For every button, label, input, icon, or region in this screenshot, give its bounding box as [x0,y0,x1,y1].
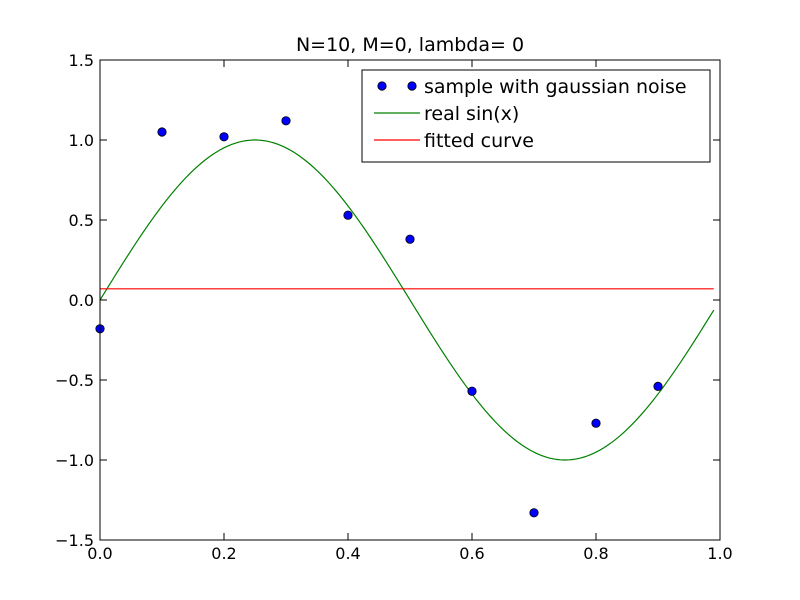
sample-point-8 [591,418,601,428]
legend-label-0: sample with gaussian noise [424,76,687,98]
sample-point-3 [281,116,291,126]
y-tick-label-3: 0.0 [69,291,94,310]
y-tick-label-0: −1.5 [55,531,94,550]
sample-point-6 [467,386,477,396]
y-tick-label-4: 0.5 [69,211,94,230]
x-tick-label-4: 0.8 [583,544,608,563]
sample-point-1 [157,127,167,137]
legend-marker-0-b [407,81,417,91]
legend-box [361,69,711,163]
x-tick-label-3: 0.6 [459,544,484,563]
sample-point-7 [529,508,539,518]
legend-marker-0-a [377,81,387,91]
legend-label-2: fitted curve [424,130,534,152]
series-line-real-sin [99,139,715,461]
x-tick-label-0: 0.0 [87,544,112,563]
ticks-layer: 0.0 0.2 0.4 0.6 0.8 1.0 −1.5 −1.0 −0.5 0.0 0.5 1.0 1… [55,51,733,563]
sample-point-5 [405,234,415,244]
x-tick-label-5: 1.0 [707,544,732,563]
x-tick-label-1: 0.2 [211,544,236,563]
y-tick-label-5: 1.0 [69,131,94,150]
legend-entries: sample with gaussian noise real sin(x) fit… [374,76,687,152]
chart-title: N=10, M=0, lambda= 0 [296,34,524,56]
legend-label-1: real sin(x) [424,103,519,125]
x-tick-label-2: 0.4 [335,544,360,563]
y-tick-label-2: −0.5 [55,371,94,390]
sample-point-2 [219,132,229,142]
legend: sample with gaussian noise real sin(x) fit… [361,69,711,163]
y-tick-label-1: −1.0 [55,451,94,470]
sample-point-4 [343,210,353,220]
sample-point-9 [653,381,663,391]
y-tick-label-6: 1.5 [69,51,94,70]
